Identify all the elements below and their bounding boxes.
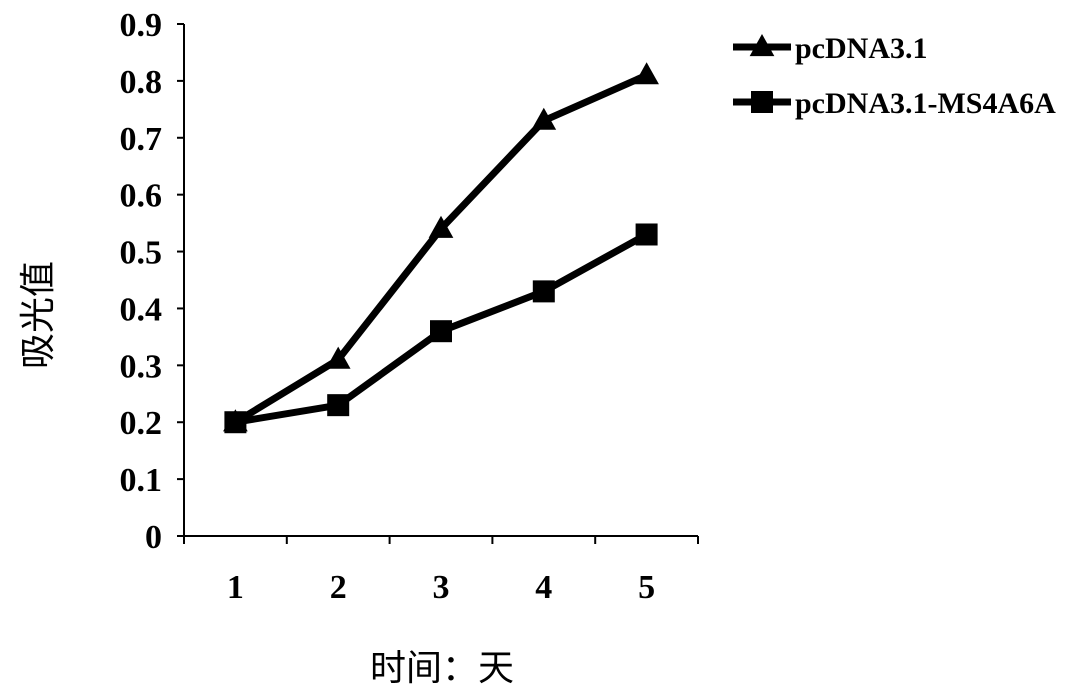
legend-label: pcDNA3.1-MS4A6A xyxy=(795,87,1056,120)
y-tick-label: 0 xyxy=(145,519,162,556)
x-tick-label: 4 xyxy=(535,569,552,606)
data-point-square xyxy=(327,394,350,417)
y-tick-label: 0.2 xyxy=(120,405,163,442)
y-tick-label: 0.3 xyxy=(120,348,163,385)
series-2 xyxy=(224,223,658,434)
legend-marker-triangle xyxy=(749,34,775,57)
x-tick-label: 5 xyxy=(638,569,655,606)
y-axis-ticks: 0 0.1 0.2 0.3 0.4 0.5 0.6 0.7 0.8 0.9 xyxy=(120,7,184,556)
series-1 xyxy=(223,62,659,432)
series-line xyxy=(231,71,651,426)
x-axis-title: 时间：天 xyxy=(370,648,514,689)
x-tick-label: 3 xyxy=(433,569,450,606)
legend-entry: pcDNA3.1-MS4A6A xyxy=(733,87,1056,120)
data-point-square xyxy=(224,411,247,434)
data-point-triangle xyxy=(428,215,454,238)
y-tick-label: 0.6 xyxy=(120,178,163,215)
series-layer xyxy=(223,62,659,434)
data-point-triangle xyxy=(325,346,351,369)
y-tick-label: 0.4 xyxy=(120,291,163,328)
y-tick-label: 0.1 xyxy=(120,462,163,499)
legend-marker-square xyxy=(751,91,773,113)
y-tick-label: 0.5 xyxy=(120,235,163,272)
y-axis-title: 吸光值 xyxy=(18,261,59,369)
y-tick-label: 0.9 xyxy=(120,7,163,44)
y-tick-label: 0.8 xyxy=(120,64,163,101)
data-point-triangle xyxy=(531,107,557,130)
y-tick-label: 0.7 xyxy=(120,121,163,158)
legend-label: pcDNA3.1 xyxy=(795,32,928,65)
x-tick-label: 1 xyxy=(227,569,244,606)
data-point-square xyxy=(635,223,658,246)
data-point-square xyxy=(430,320,452,343)
x-tick-label: 2 xyxy=(330,569,347,606)
data-point-square xyxy=(532,280,555,303)
legend: pcDNA3.1 pcDNA3.1-MS4A6A xyxy=(733,32,1056,120)
data-point-triangle xyxy=(634,62,659,85)
x-axis-ticks: 1 2 3 4 5 xyxy=(183,536,699,606)
legend-entry: pcDNA3.1 xyxy=(733,32,928,65)
